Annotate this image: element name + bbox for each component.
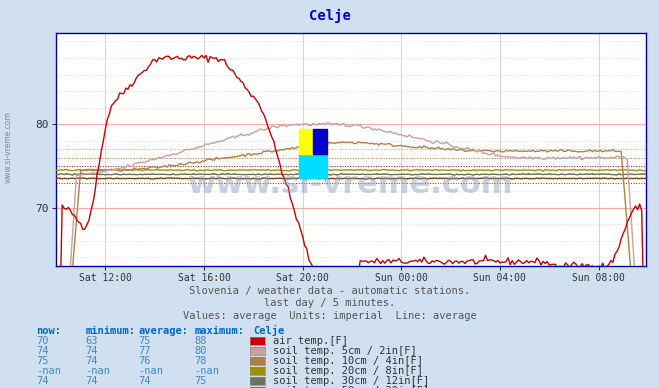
Text: Celje: Celje	[308, 9, 351, 23]
Text: now:: now:	[36, 326, 61, 336]
Text: 75: 75	[36, 356, 49, 366]
Text: Slovenia / weather data - automatic stations.: Slovenia / weather data - automatic stat…	[189, 286, 470, 296]
Text: www.si-vreme.com: www.si-vreme.com	[188, 170, 513, 199]
Text: 74: 74	[36, 376, 49, 386]
Text: -nan: -nan	[194, 366, 219, 376]
Text: 74: 74	[138, 376, 151, 386]
Text: Values: average  Units: imperial  Line: average: Values: average Units: imperial Line: av…	[183, 311, 476, 321]
Text: -nan: -nan	[86, 366, 111, 376]
Text: 75: 75	[194, 376, 207, 386]
Bar	[299, 128, 313, 154]
Text: 70: 70	[36, 336, 49, 346]
Text: 80: 80	[194, 346, 207, 356]
Bar	[313, 128, 328, 154]
Text: soil temp. 5cm / 2in[F]: soil temp. 5cm / 2in[F]	[273, 346, 417, 356]
Text: -nan: -nan	[138, 386, 163, 388]
Text: Celje: Celje	[254, 325, 285, 336]
Text: 74: 74	[86, 346, 98, 356]
Text: 77: 77	[138, 346, 151, 356]
Text: average:: average:	[138, 326, 188, 336]
Text: -nan: -nan	[36, 386, 61, 388]
Text: soil temp. 10cm / 4in[F]: soil temp. 10cm / 4in[F]	[273, 356, 424, 366]
Text: soil temp. 20cm / 8in[F]: soil temp. 20cm / 8in[F]	[273, 366, 424, 376]
Text: air temp.[F]: air temp.[F]	[273, 336, 349, 346]
Text: maximum:: maximum:	[194, 326, 244, 336]
Text: -nan: -nan	[138, 366, 163, 376]
Bar	[299, 154, 328, 178]
Text: www.si-vreme.com: www.si-vreme.com	[3, 111, 13, 184]
Text: -nan: -nan	[194, 386, 219, 388]
Text: soil temp. 30cm / 12in[F]: soil temp. 30cm / 12in[F]	[273, 376, 430, 386]
Text: soil temp. 50cm / 20in[F]: soil temp. 50cm / 20in[F]	[273, 386, 430, 388]
Text: 74: 74	[86, 376, 98, 386]
Text: minimum:: minimum:	[86, 326, 136, 336]
Text: last day / 5 minutes.: last day / 5 minutes.	[264, 298, 395, 308]
Text: 74: 74	[86, 356, 98, 366]
Text: 63: 63	[86, 336, 98, 346]
Text: 75: 75	[138, 336, 151, 346]
Text: 74: 74	[36, 346, 49, 356]
Text: 88: 88	[194, 336, 207, 346]
Text: 78: 78	[194, 356, 207, 366]
Text: 76: 76	[138, 356, 151, 366]
Text: -nan: -nan	[36, 366, 61, 376]
Text: -nan: -nan	[86, 386, 111, 388]
